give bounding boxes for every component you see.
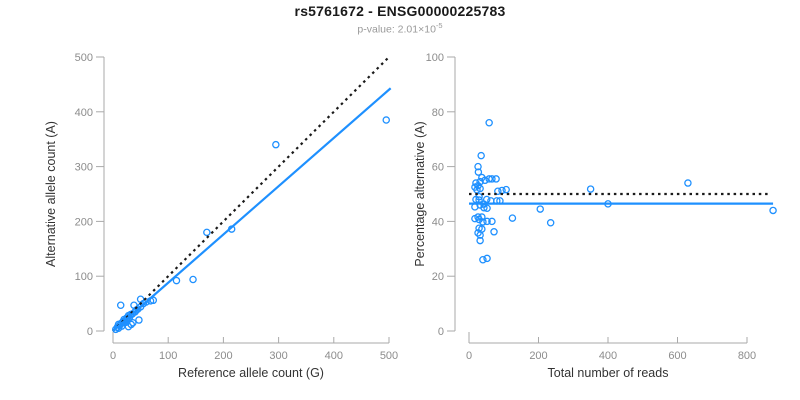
data-point	[476, 231, 484, 239]
data-point	[684, 179, 692, 187]
x-tick-label: 800	[738, 350, 756, 362]
data-point	[474, 162, 482, 171]
x-tick-label: 0	[466, 350, 472, 362]
regression-line	[112, 87, 392, 332]
x-tick-label: 200	[529, 350, 547, 362]
data-point	[476, 184, 484, 193]
pvalue-exponent: -5	[435, 21, 443, 30]
y-tick-label: 80	[432, 107, 444, 119]
y-tick-label: 40	[432, 216, 444, 228]
data-point	[479, 218, 487, 226]
data-point	[116, 301, 125, 309]
identity-line	[112, 55, 391, 332]
data-point	[508, 214, 517, 222]
data-point	[488, 217, 496, 226]
x-tick-label: 0	[110, 350, 116, 362]
data-point	[483, 254, 491, 263]
y-tick-label: 300	[75, 162, 93, 174]
data-point	[129, 319, 137, 327]
data-point	[483, 217, 491, 226]
x-tick-label: 400	[325, 350, 343, 362]
data-point	[492, 175, 500, 183]
data-point	[479, 256, 487, 264]
data-point	[490, 228, 498, 236]
y-tick-label: 0	[438, 326, 444, 338]
data-point	[471, 214, 479, 223]
data-point	[474, 168, 483, 176]
y-tick-label: 400	[75, 107, 93, 119]
data-point	[481, 176, 489, 185]
data-point	[135, 316, 143, 324]
data-point	[203, 228, 211, 237]
data-point	[476, 177, 484, 186]
data-point	[127, 320, 135, 329]
data-point	[272, 140, 280, 149]
y-tick-label: 200	[75, 216, 93, 228]
x-tick-label: 600	[668, 350, 686, 362]
data-point	[769, 206, 777, 215]
y-tick-label: 20	[432, 271, 444, 283]
figure-title: rs5761672 - ENSG00000225783	[294, 3, 506, 19]
y-tick-label: 100	[75, 271, 93, 283]
y-axis-title: Alternative allele count (A)	[44, 121, 58, 267]
y-axis-title: Percentage alternative (A)	[413, 121, 427, 266]
y-tick-label: 500	[75, 52, 93, 64]
y-tick-label: 0	[87, 326, 93, 338]
data-point	[189, 275, 197, 284]
data-point	[536, 205, 544, 213]
data-point	[172, 276, 181, 285]
data-point	[474, 229, 482, 237]
y-tick-label: 100	[426, 52, 444, 64]
data-point	[477, 151, 485, 160]
figure-subtitle: p-value: 2.01×10-5	[0, 21, 800, 36]
x-tick-label: 400	[599, 350, 617, 362]
x-axis-title: Reference allele count (G)	[178, 366, 324, 380]
data-point	[488, 175, 496, 183]
x-axis-title: Total number of reads	[548, 366, 669, 380]
x-tick-label: 200	[214, 350, 232, 362]
data-point	[485, 175, 493, 183]
data-point	[485, 119, 493, 127]
x-tick-label: 300	[269, 350, 287, 362]
y-tick-label: 60	[432, 162, 444, 174]
pvalue-text: p-value: 2.01×10	[357, 23, 436, 36]
data-point	[502, 185, 510, 194]
data-point	[586, 185, 595, 193]
data-point	[476, 236, 484, 245]
data-point	[546, 219, 555, 227]
x-tick-label: 500	[380, 350, 398, 362]
data-point	[494, 187, 502, 196]
data-point	[382, 116, 390, 124]
x-tick-label: 100	[159, 350, 177, 362]
data-point	[483, 204, 491, 212]
